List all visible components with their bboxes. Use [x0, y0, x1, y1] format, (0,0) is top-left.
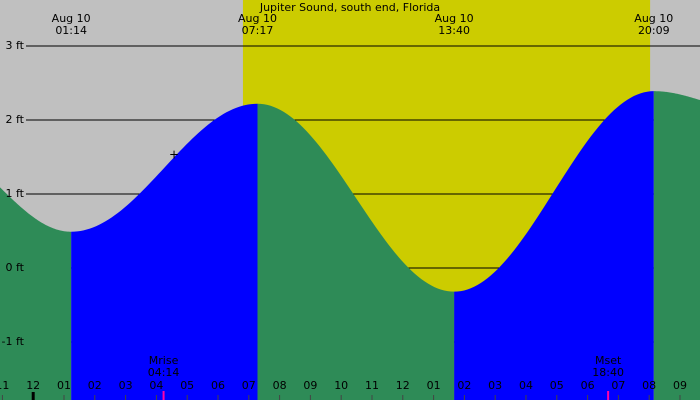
marker: + [169, 148, 179, 162]
x-tick-label: 03 [119, 379, 133, 392]
y-tick-label: 3 ft [6, 39, 25, 52]
x-tick-label: 08 [273, 379, 287, 392]
moon-time: 04:14 [148, 366, 180, 379]
tide-area [71, 103, 258, 400]
x-tick-label: 11 [0, 379, 9, 392]
extreme-time: 20:09 [638, 24, 670, 37]
y-tick-label: -1 ft [2, 335, 25, 348]
extreme-time: 01:14 [55, 24, 87, 37]
extreme-date: Aug 10 [634, 12, 673, 25]
extreme-date: Aug 10 [435, 12, 474, 25]
x-tick-label: 09 [303, 379, 317, 392]
y-tick-label: 1 ft [6, 187, 25, 200]
tide-area [257, 103, 455, 400]
y-tick-label: 0 ft [6, 261, 25, 274]
x-tick-label: 05 [550, 379, 564, 392]
tide-area [454, 91, 654, 400]
moon-label: Mset [595, 354, 622, 367]
x-tick-label: 12 [26, 379, 40, 392]
extreme-time: 07:17 [242, 24, 274, 37]
tide-area [653, 91, 700, 400]
x-tick-label: 08 [642, 379, 656, 392]
x-tick-label: 01 [427, 379, 441, 392]
x-tick-label: 06 [581, 379, 595, 392]
y-tick-label: 2 ft [6, 113, 25, 126]
x-tick-label: 07 [611, 379, 625, 392]
x-tick-label: 09 [673, 379, 687, 392]
moon-label: Mrise [149, 354, 179, 367]
x-tick-label: 04 [519, 379, 533, 392]
extreme-date: Aug 10 [238, 12, 277, 25]
x-tick-label: 12 [396, 379, 410, 392]
x-tick-label: 02 [88, 379, 102, 392]
x-tick-label: 07 [242, 379, 256, 392]
extreme-time: 13:40 [438, 24, 470, 37]
x-tick-label: 04 [149, 379, 163, 392]
x-tick-label: 03 [488, 379, 502, 392]
x-tick-label: 01 [57, 379, 71, 392]
chart-title: Jupiter Sound, south end, Florida [259, 1, 440, 14]
x-tick-label: 02 [457, 379, 471, 392]
x-tick-label: 05 [180, 379, 194, 392]
x-tick-label: 06 [211, 379, 225, 392]
x-tick-label: 11 [365, 379, 379, 392]
x-tick-label: 10 [334, 379, 348, 392]
extreme-date: Aug 10 [52, 12, 91, 25]
tide-area [0, 187, 72, 400]
moon-time: 18:40 [592, 366, 624, 379]
